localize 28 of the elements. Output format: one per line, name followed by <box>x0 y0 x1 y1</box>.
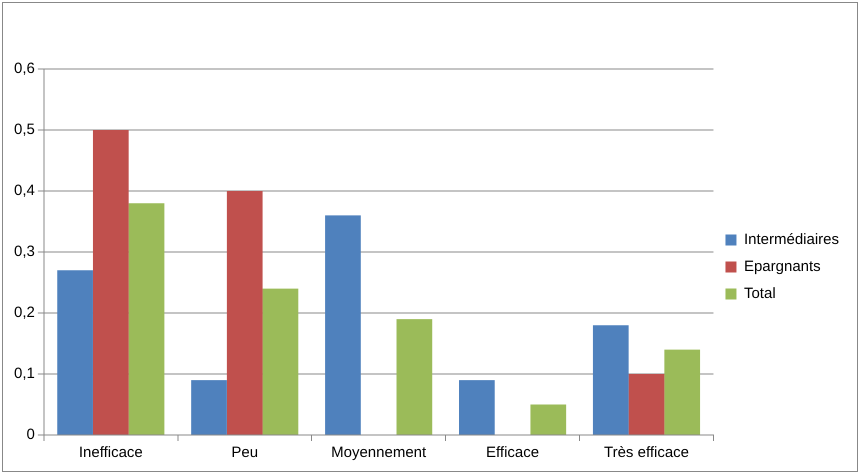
x-tick-label: Très efficace <box>604 444 690 462</box>
x-tick-label: Moyennement <box>331 444 428 462</box>
y-tick-label: 0,3 <box>14 243 35 260</box>
bar <box>592 325 629 434</box>
legend-label: Intermédiaires <box>744 231 840 248</box>
bar <box>191 380 227 434</box>
y-tick-label: 0 <box>26 426 35 444</box>
bar <box>664 350 700 434</box>
y-tick-label: 0,5 <box>14 121 35 138</box>
legend-label: Epargnants <box>744 258 821 276</box>
bar <box>92 130 129 434</box>
bar <box>325 215 361 434</box>
bar <box>396 319 432 434</box>
x-tick-label: Peu <box>231 444 258 462</box>
x-tick-label: Efficace <box>486 444 540 462</box>
bar <box>459 380 495 434</box>
bar <box>628 374 664 434</box>
y-tick-label: 0,4 <box>14 182 35 200</box>
bar <box>226 191 263 434</box>
bar <box>128 203 164 434</box>
y-tick-label: 0,1 <box>14 365 35 382</box>
bar <box>57 270 93 434</box>
bar <box>262 288 298 434</box>
x-tick-label: Inefficace <box>78 444 143 462</box>
y-tick-label: 0,6 <box>14 60 35 78</box>
legend-label: Total <box>744 285 776 302</box>
bar <box>530 404 566 434</box>
y-tick-label: 0,2 <box>14 304 35 322</box>
